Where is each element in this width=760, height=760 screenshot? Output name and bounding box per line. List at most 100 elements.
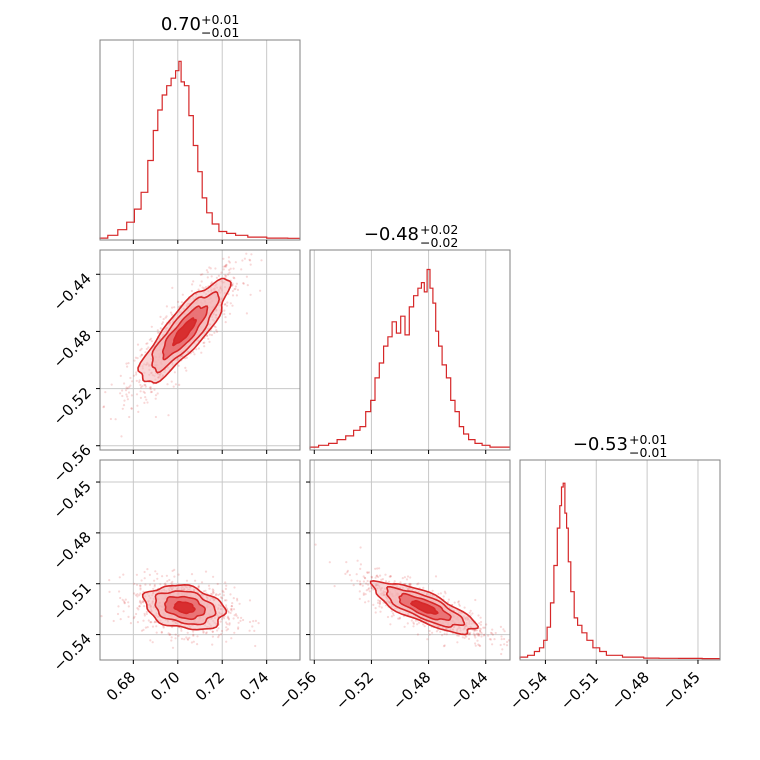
panel-1-2-sample (210, 333, 213, 337)
panel-1-3-sample (225, 604, 228, 607)
hist-param-3-xtick-label-1: −0.51 (557, 668, 602, 713)
panel-2-3-sample (361, 584, 364, 587)
panel-2-3-sample (412, 625, 415, 628)
panel-1-3-sample (118, 576, 121, 579)
panel-1-3-sample (217, 627, 220, 630)
panel-1-2-sample (144, 351, 147, 354)
panel-1-2-ytick-label-1: −0.52 (50, 384, 95, 429)
panel-2-3-sample (408, 583, 411, 586)
panel-2-3-sample (376, 567, 379, 570)
panel-2-3-sample (367, 571, 371, 574)
panel-2-3-sample (475, 629, 478, 632)
panel-1-3-sample (254, 619, 257, 623)
panel-2-3-sample (359, 546, 362, 549)
panel-1-2-sample (148, 338, 151, 341)
panel-1-3-sample (232, 597, 235, 600)
panel-1-2-sample (121, 407, 124, 410)
panel-2-3-sample (352, 584, 355, 587)
panel-1-3-sample (228, 622, 231, 625)
panel-1-2-sample (161, 321, 164, 324)
panel-2-3-sample (422, 586, 425, 590)
panel-1-3-sample (227, 617, 230, 620)
panel-1-2-sample (153, 388, 156, 391)
panel-1-2-sample (235, 294, 238, 297)
panel-2-3-sample (346, 571, 349, 574)
panel-1-2-sample (102, 405, 106, 408)
panel-1-2-sample (125, 386, 128, 389)
panel-1-2-sample (171, 306, 174, 309)
panel-1-2-sample (215, 329, 218, 332)
panel-1-3-sample (156, 577, 159, 580)
panel-2-3-sample (467, 637, 471, 641)
panel-2-3-sample (479, 631, 482, 634)
panel-1-2-ytick-label-0: −0.56 (50, 441, 95, 486)
panel-1-2-sample (184, 366, 187, 369)
panel-1-3-sample (108, 590, 111, 594)
panel-1-3-sample (138, 605, 141, 608)
panel-2-3-sample (417, 621, 421, 624)
panel-2-3-sample (489, 631, 493, 634)
title-param-1-minus: −0.01 (201, 25, 239, 40)
panel-1-3-sample (127, 605, 130, 608)
panel-1-3-sample (163, 583, 166, 586)
panel-2-3-sample (362, 592, 365, 595)
panel-2-3-sample (442, 645, 446, 648)
panel-1-2-sample (139, 349, 142, 352)
panel-2-3-sample (374, 611, 377, 614)
panel-1-3-sample (225, 640, 228, 643)
panel-1-2-sample (136, 343, 140, 346)
panel-1-2-sample (135, 373, 138, 376)
panel-1-2-sample (223, 313, 226, 316)
panel-1-2-sample (225, 274, 228, 278)
panel-2-3-sample (378, 602, 381, 606)
panel-1-2-sample (109, 417, 112, 421)
panel-2-3-sample (468, 633, 471, 636)
panel-1-3-sample (139, 602, 142, 605)
panel-2-3-sample (457, 600, 460, 603)
panel-1-2-sample (149, 386, 152, 389)
hist-param-2-frame (309, 249, 511, 451)
panel-2-3-sample (389, 575, 392, 578)
panel-1-2-sample (143, 401, 146, 404)
panel-1-3-ytick-label-2: −0.48 (50, 528, 95, 573)
panel-2-3-sample (443, 590, 446, 593)
panel-2-3-sample (426, 638, 429, 641)
panel-2-3-sample (476, 634, 479, 637)
panel-1-3-sample (219, 620, 222, 623)
hist-param-1-steps (99, 60, 300, 239)
panel-2-3-sample (485, 623, 488, 626)
panel-2-3-sample (408, 582, 411, 586)
panel-2-3-sample (491, 643, 494, 646)
panel-2-3-sample (380, 578, 383, 581)
panel-1-2-sample (206, 334, 209, 338)
panel-1-3-sample (153, 579, 156, 582)
panel-1-3-sample (216, 629, 219, 632)
panel-1-2-sample (223, 309, 226, 312)
panel-2-3-sample (372, 603, 375, 607)
panel-1-2-sample (242, 282, 245, 285)
panel-1-2-sample (228, 261, 231, 264)
panel-2-3-contour-4 (409, 600, 439, 615)
panel-1-3-sample (224, 587, 227, 591)
panel-2-3-sample (367, 583, 370, 586)
panel-2-3-sample (478, 627, 481, 630)
panel-1-3-sample (164, 582, 167, 585)
panel-2-3-sample (370, 576, 374, 579)
panel-1-3-sample (230, 609, 233, 612)
panel-2-3-sample (487, 634, 490, 637)
panel-1-3-sample (121, 598, 124, 602)
panel-1-2-sample (154, 415, 157, 419)
panel-2-3-sample (488, 638, 491, 641)
hist-param-3-frame (519, 459, 721, 661)
panel-1-3-sample (136, 607, 139, 610)
panel-1-3-sample (127, 615, 130, 619)
panel-2-3-sample (406, 575, 410, 578)
panel-1-2-sample (148, 386, 152, 389)
panel-1-2-sample (139, 390, 142, 393)
panel-2-3-sample (494, 631, 497, 635)
panel-2-3-sample (367, 587, 371, 590)
panel-1-2-sample (228, 268, 231, 272)
hist-param-3-xtick-label-2: −0.48 (608, 668, 653, 713)
panel-1-3-sample (225, 584, 228, 587)
panel-2-3-sample (479, 623, 482, 626)
